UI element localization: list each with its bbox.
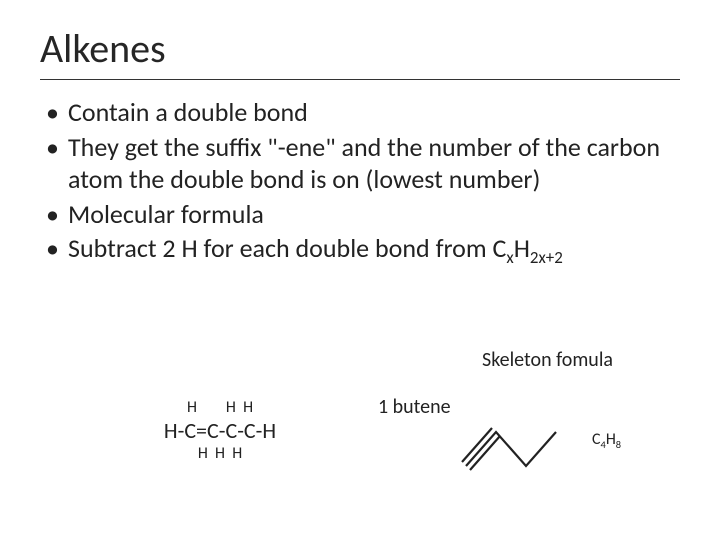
formula-mid: H — [514, 232, 530, 264]
structural-formula: H H H H-C=C-C-C-H H H H — [120, 398, 320, 463]
c4h8-c: C — [592, 430, 601, 449]
formula-sub: 2x+2 — [530, 247, 563, 268]
slide: Alkenes Contain a double bond They get t… — [0, 0, 720, 540]
bullet-item: Contain a double bond — [68, 96, 680, 129]
bullet-text: Subtract 2 H for each double bond from C — [68, 232, 506, 264]
struct-top-row: H H H — [120, 398, 320, 417]
bullet-item: Molecular formula — [68, 198, 680, 231]
bullet-item: They get the suffix "-ene" and the numbe… — [68, 131, 680, 196]
skeletal-dbl-line — [462, 428, 492, 462]
label-skeleton-formula: Skeleton fomula — [482, 348, 613, 372]
bullet-item: Subtract 2 H for each double bond from C… — [68, 232, 680, 268]
c4h8-sub: 8 — [616, 438, 621, 451]
label-1-butene: 1 butene — [378, 395, 451, 419]
skeletal-dbl-line2 — [470, 436, 500, 470]
bullet-list: Contain a double bond They get the suffi… — [40, 96, 680, 268]
skeletal-formula-svg — [460, 420, 575, 480]
formula-sub: x — [506, 247, 513, 268]
struct-main-row: H-C=C-C-C-H — [120, 417, 320, 444]
slide-title: Alkenes — [40, 24, 680, 73]
skeletal-backbone — [466, 432, 556, 466]
struct-bot-row: H H H — [120, 444, 320, 463]
title-rule — [40, 79, 680, 80]
label-c4h8: C4H8 — [592, 430, 621, 451]
c4h8-h: H — [606, 430, 616, 449]
